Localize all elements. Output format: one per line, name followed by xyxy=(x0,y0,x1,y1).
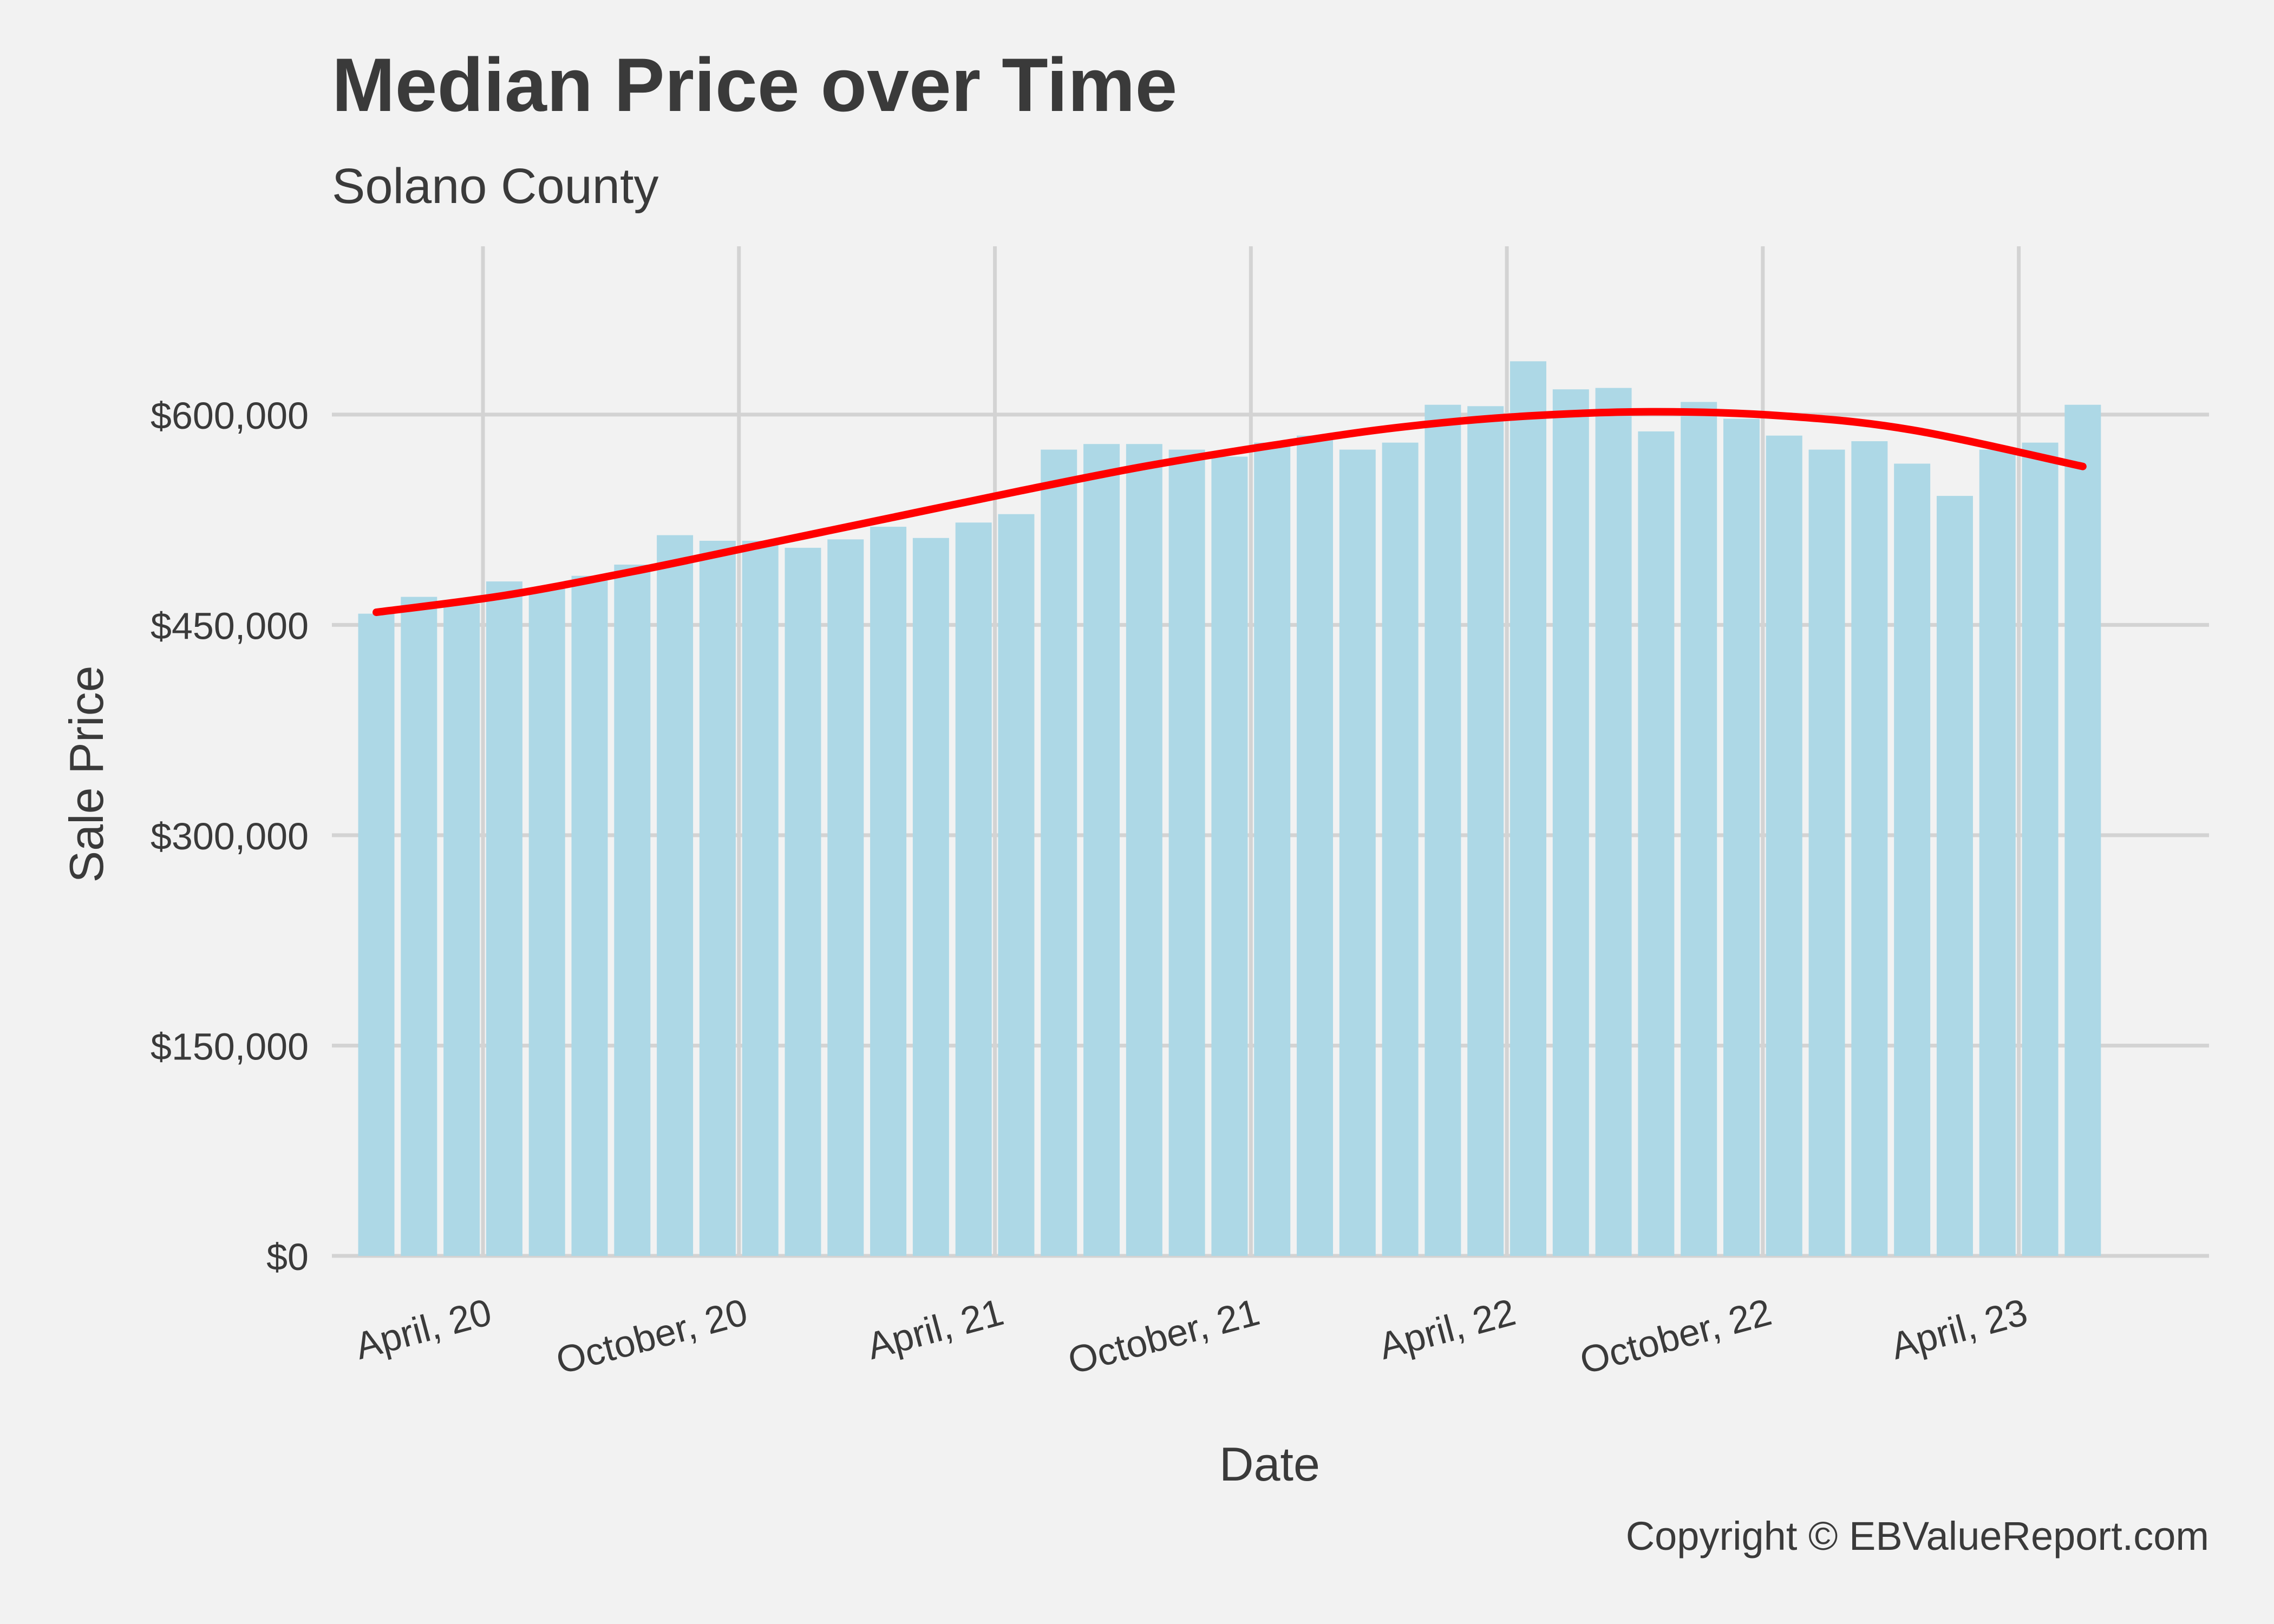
y-tick-label: $0 xyxy=(266,1236,309,1278)
bar xyxy=(1595,388,1632,1256)
bar xyxy=(1510,361,1546,1256)
trend-line xyxy=(373,408,2087,617)
y-tick-label: $600,000 xyxy=(151,395,309,437)
x-axis-title: Date xyxy=(1219,1437,1320,1491)
y-tick-label: $150,000 xyxy=(151,1025,309,1068)
bar xyxy=(1552,389,1589,1256)
bar xyxy=(1382,442,1419,1256)
bar xyxy=(1297,435,1334,1256)
bar xyxy=(1211,456,1248,1256)
bar xyxy=(870,527,907,1256)
y-tick-label: $300,000 xyxy=(151,815,309,857)
bar xyxy=(1424,404,1461,1256)
trend-layer xyxy=(373,408,2087,617)
bar xyxy=(742,540,779,1256)
bar xyxy=(1894,463,1931,1256)
bar xyxy=(571,575,608,1256)
bar xyxy=(1979,449,2016,1256)
bar xyxy=(358,613,395,1256)
bar xyxy=(955,522,992,1256)
bar xyxy=(912,538,949,1256)
bar xyxy=(1936,496,1973,1256)
bar xyxy=(2022,442,2059,1256)
bar xyxy=(401,597,437,1256)
y-axis-title: Sale Price xyxy=(60,665,113,882)
bar xyxy=(657,535,694,1256)
bar xyxy=(528,588,565,1256)
bar xyxy=(2064,404,2101,1256)
bar xyxy=(1723,418,1760,1256)
bar xyxy=(699,540,736,1256)
bar xyxy=(1254,442,1291,1256)
bar xyxy=(1083,444,1120,1256)
chart-subtitle: Solano County xyxy=(332,159,659,214)
bar xyxy=(1766,435,1802,1256)
bar xyxy=(443,604,480,1256)
bars xyxy=(358,361,2101,1256)
bar xyxy=(1126,444,1162,1256)
copyright-caption: Copyright © EBValueReport.com xyxy=(1626,1514,2209,1558)
bar xyxy=(1808,449,1845,1256)
bar xyxy=(1339,449,1376,1256)
bar xyxy=(1041,449,1077,1256)
bar xyxy=(1638,431,1675,1256)
bar xyxy=(486,581,522,1256)
bar xyxy=(1168,449,1205,1256)
y-axis-tick-labels: $0 $150,000 $300,000 $450,000 $600,000 xyxy=(151,395,309,1278)
bar xyxy=(1467,406,1504,1256)
bar xyxy=(785,547,821,1256)
chart-title: Median Price over Time xyxy=(332,42,1177,127)
y-tick-label: $450,000 xyxy=(151,605,309,647)
bar xyxy=(998,514,1035,1256)
bar xyxy=(614,564,651,1256)
bar xyxy=(1851,441,1888,1256)
bar xyxy=(1681,402,1717,1256)
bar xyxy=(827,539,864,1256)
